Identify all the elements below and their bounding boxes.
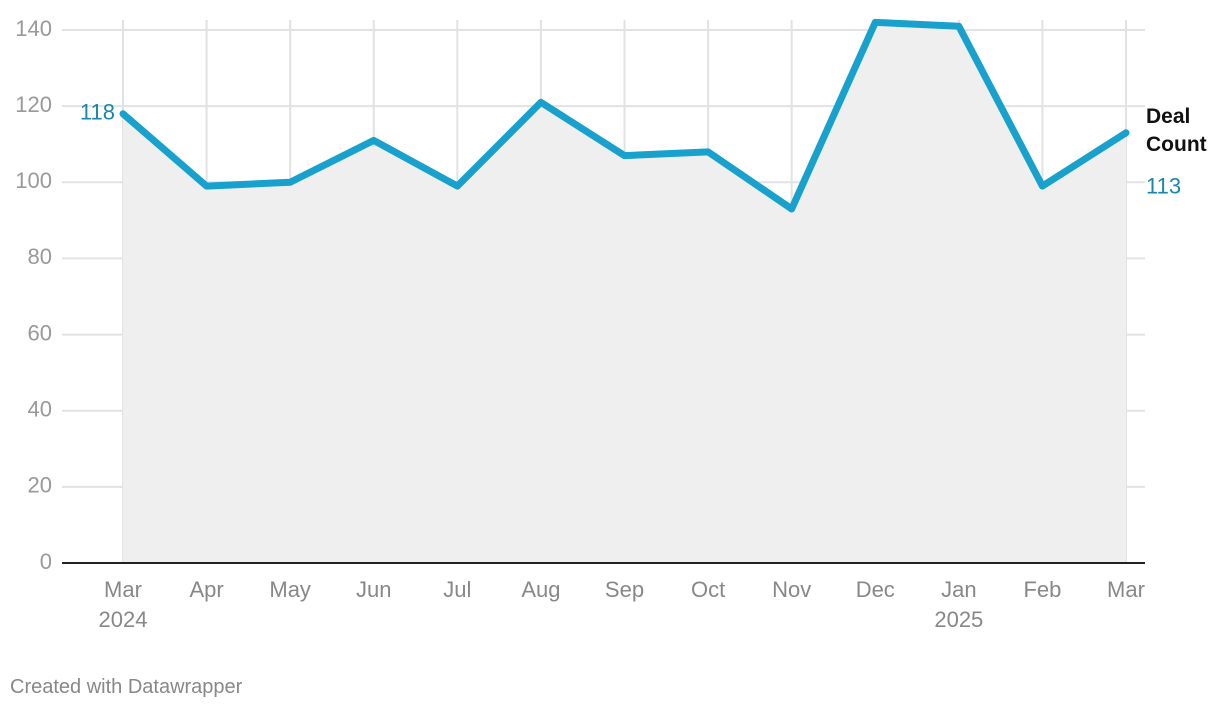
line: [119, 18, 1130, 213]
value-label: 118: [80, 100, 115, 125]
x-tick-label: Feb: [1023, 577, 1062, 602]
x-tick-label: May: [269, 577, 311, 602]
y-tick-label: 140: [15, 16, 52, 41]
x-tick-label: Jun: [356, 577, 392, 602]
x-tick-label: Aug: [521, 577, 561, 602]
x-tick-label: Jan 2025: [934, 577, 984, 632]
y-tick-label: 40: [28, 397, 52, 422]
y-tick-label: 80: [28, 244, 52, 269]
x-tick-label: Oct: [690, 577, 726, 602]
x-tick-label: Dec: [855, 577, 895, 602]
y-tick-label: 60: [28, 320, 52, 345]
value-label: 113: [1146, 174, 1181, 199]
y-tick-label: 20: [28, 473, 52, 498]
area: [123, 22, 1126, 563]
x-tick-label: Mar 2024: [98, 577, 148, 632]
y-tick-label: 100: [15, 168, 52, 193]
series-label: Deal Count: [1146, 104, 1207, 156]
x-tick-label: Mar: [1107, 577, 1145, 602]
x-tick-label: Nov: [772, 577, 812, 602]
x-tick-label: Sep: [604, 577, 645, 602]
footer: Created with Datawrapper: [10, 676, 243, 698]
x-tick-label: Apr: [189, 577, 224, 602]
y-tick-label: 0: [40, 549, 52, 574]
y-tick-label: 120: [15, 92, 52, 117]
x-tick-label: Jul: [443, 577, 472, 602]
